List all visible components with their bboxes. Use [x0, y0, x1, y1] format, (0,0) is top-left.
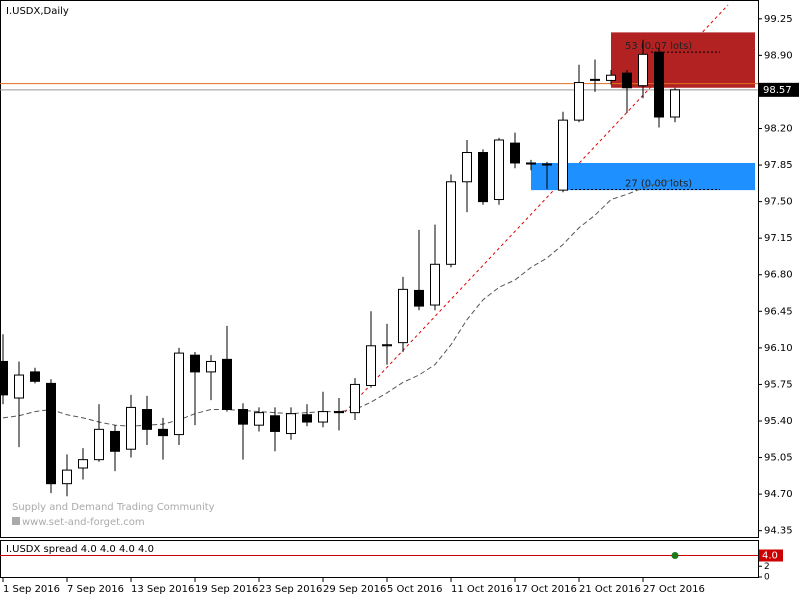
x-tick-label: 5 Oct 2016	[387, 584, 442, 595]
x-tick-label: 17 Oct 2016	[515, 584, 577, 595]
y-tick-label: 96.80	[764, 270, 793, 281]
candle-body	[606, 74, 616, 81]
chart-title: I.USDX,Daily	[6, 6, 69, 17]
candle-body	[46, 382, 56, 485]
y-tick-label: 94.70	[764, 489, 793, 500]
y-tick-label: 97.50	[764, 197, 793, 208]
watermark: www.set-and-forget.com	[22, 517, 145, 528]
main-frame	[0, 0, 759, 538]
zone	[611, 32, 755, 88]
y-tick-label: 98.20	[764, 123, 793, 134]
x-tick-label: 23 Sep 2016	[259, 584, 322, 595]
candle-body	[126, 406, 136, 450]
y-tick-label: 97.15	[764, 233, 793, 244]
x-tick-label: 1 Sep 2016	[3, 584, 60, 595]
candle-body	[334, 411, 344, 414]
x-tick-label: 13 Sep 2016	[131, 584, 194, 595]
candle-body	[622, 72, 632, 89]
zone-label: 27 (0.00 lots)	[625, 179, 692, 190]
candle-body	[222, 358, 232, 411]
candle-body	[270, 415, 280, 432]
y-tick-label: 98.90	[764, 50, 793, 61]
sub-frame	[0, 540, 759, 578]
y-tick-label: 97.85	[764, 160, 793, 171]
candle-body	[542, 163, 552, 166]
spread-box	[759, 549, 783, 562]
candle-body	[654, 51, 664, 118]
candle-body	[350, 383, 360, 414]
candle-body	[398, 288, 408, 344]
spread-value-label: 4.0	[762, 551, 778, 562]
price-box	[759, 82, 799, 97]
candle-body	[446, 181, 456, 265]
candle-body	[0, 360, 8, 396]
candle-body	[558, 119, 568, 191]
candle-body	[526, 162, 536, 165]
candle-body	[206, 360, 216, 373]
y-tick-label: 95.05	[764, 453, 793, 464]
candle-body	[142, 409, 152, 430]
candle-body	[302, 414, 312, 423]
watermark: Supply and Demand Trading Community	[12, 502, 215, 513]
candle-body	[510, 142, 520, 164]
candle-body	[318, 411, 328, 423]
candle-body	[670, 89, 680, 118]
x-tick-label: 29 Sep 2016	[323, 584, 386, 595]
logo	[12, 517, 20, 525]
y-tick-label: 95.40	[764, 416, 793, 427]
candle-body	[78, 459, 88, 469]
x-tick-label: 7 Sep 2016	[67, 584, 124, 595]
candle-body	[254, 412, 264, 426]
candle-body	[382, 344, 392, 347]
y-tick-label: 96.10	[764, 343, 793, 354]
candle-body	[14, 374, 24, 399]
y-tick-label: 94.35	[764, 526, 793, 537]
price-label: 98.57	[763, 85, 792, 96]
x-tick-label: 21 Oct 2016	[579, 584, 641, 595]
y-tick-label: 96.45	[764, 306, 793, 317]
y-tick-label: 95.75	[764, 379, 793, 390]
y-tick-label: 2	[764, 562, 770, 572]
candle-body	[478, 152, 488, 203]
x-tick-label: 19 Sep 2016	[195, 584, 258, 595]
candle-body	[94, 428, 104, 461]
y-tick-label: 0	[764, 573, 770, 583]
candle-body	[158, 428, 168, 437]
x-tick-label: 27 Oct 2016	[643, 584, 705, 595]
zone	[531, 162, 755, 191]
spread-dot	[671, 552, 679, 560]
candle-body	[238, 409, 248, 425]
candle-body	[62, 469, 72, 485]
candle-body	[110, 430, 120, 452]
spread-label: I.USDX spread 4.0 4.0 4.0 4.0	[6, 544, 154, 555]
candle-body	[590, 78, 600, 81]
candle-body	[574, 82, 584, 121]
candle-body	[286, 413, 296, 435]
candle-body	[366, 345, 376, 386]
candle-body	[494, 139, 504, 201]
zone-label: 53 (0.07 lots)	[625, 41, 692, 52]
candle-body	[30, 371, 40, 382]
candle-body	[430, 263, 440, 306]
x-tick-label: 11 Oct 2016	[451, 584, 513, 595]
candle-body	[638, 53, 648, 87]
candle-body	[190, 354, 200, 373]
candle-body	[462, 152, 472, 183]
y-tick-label: 99.25	[764, 14, 793, 25]
candle-body	[414, 289, 424, 307]
candle-body	[174, 352, 184, 436]
